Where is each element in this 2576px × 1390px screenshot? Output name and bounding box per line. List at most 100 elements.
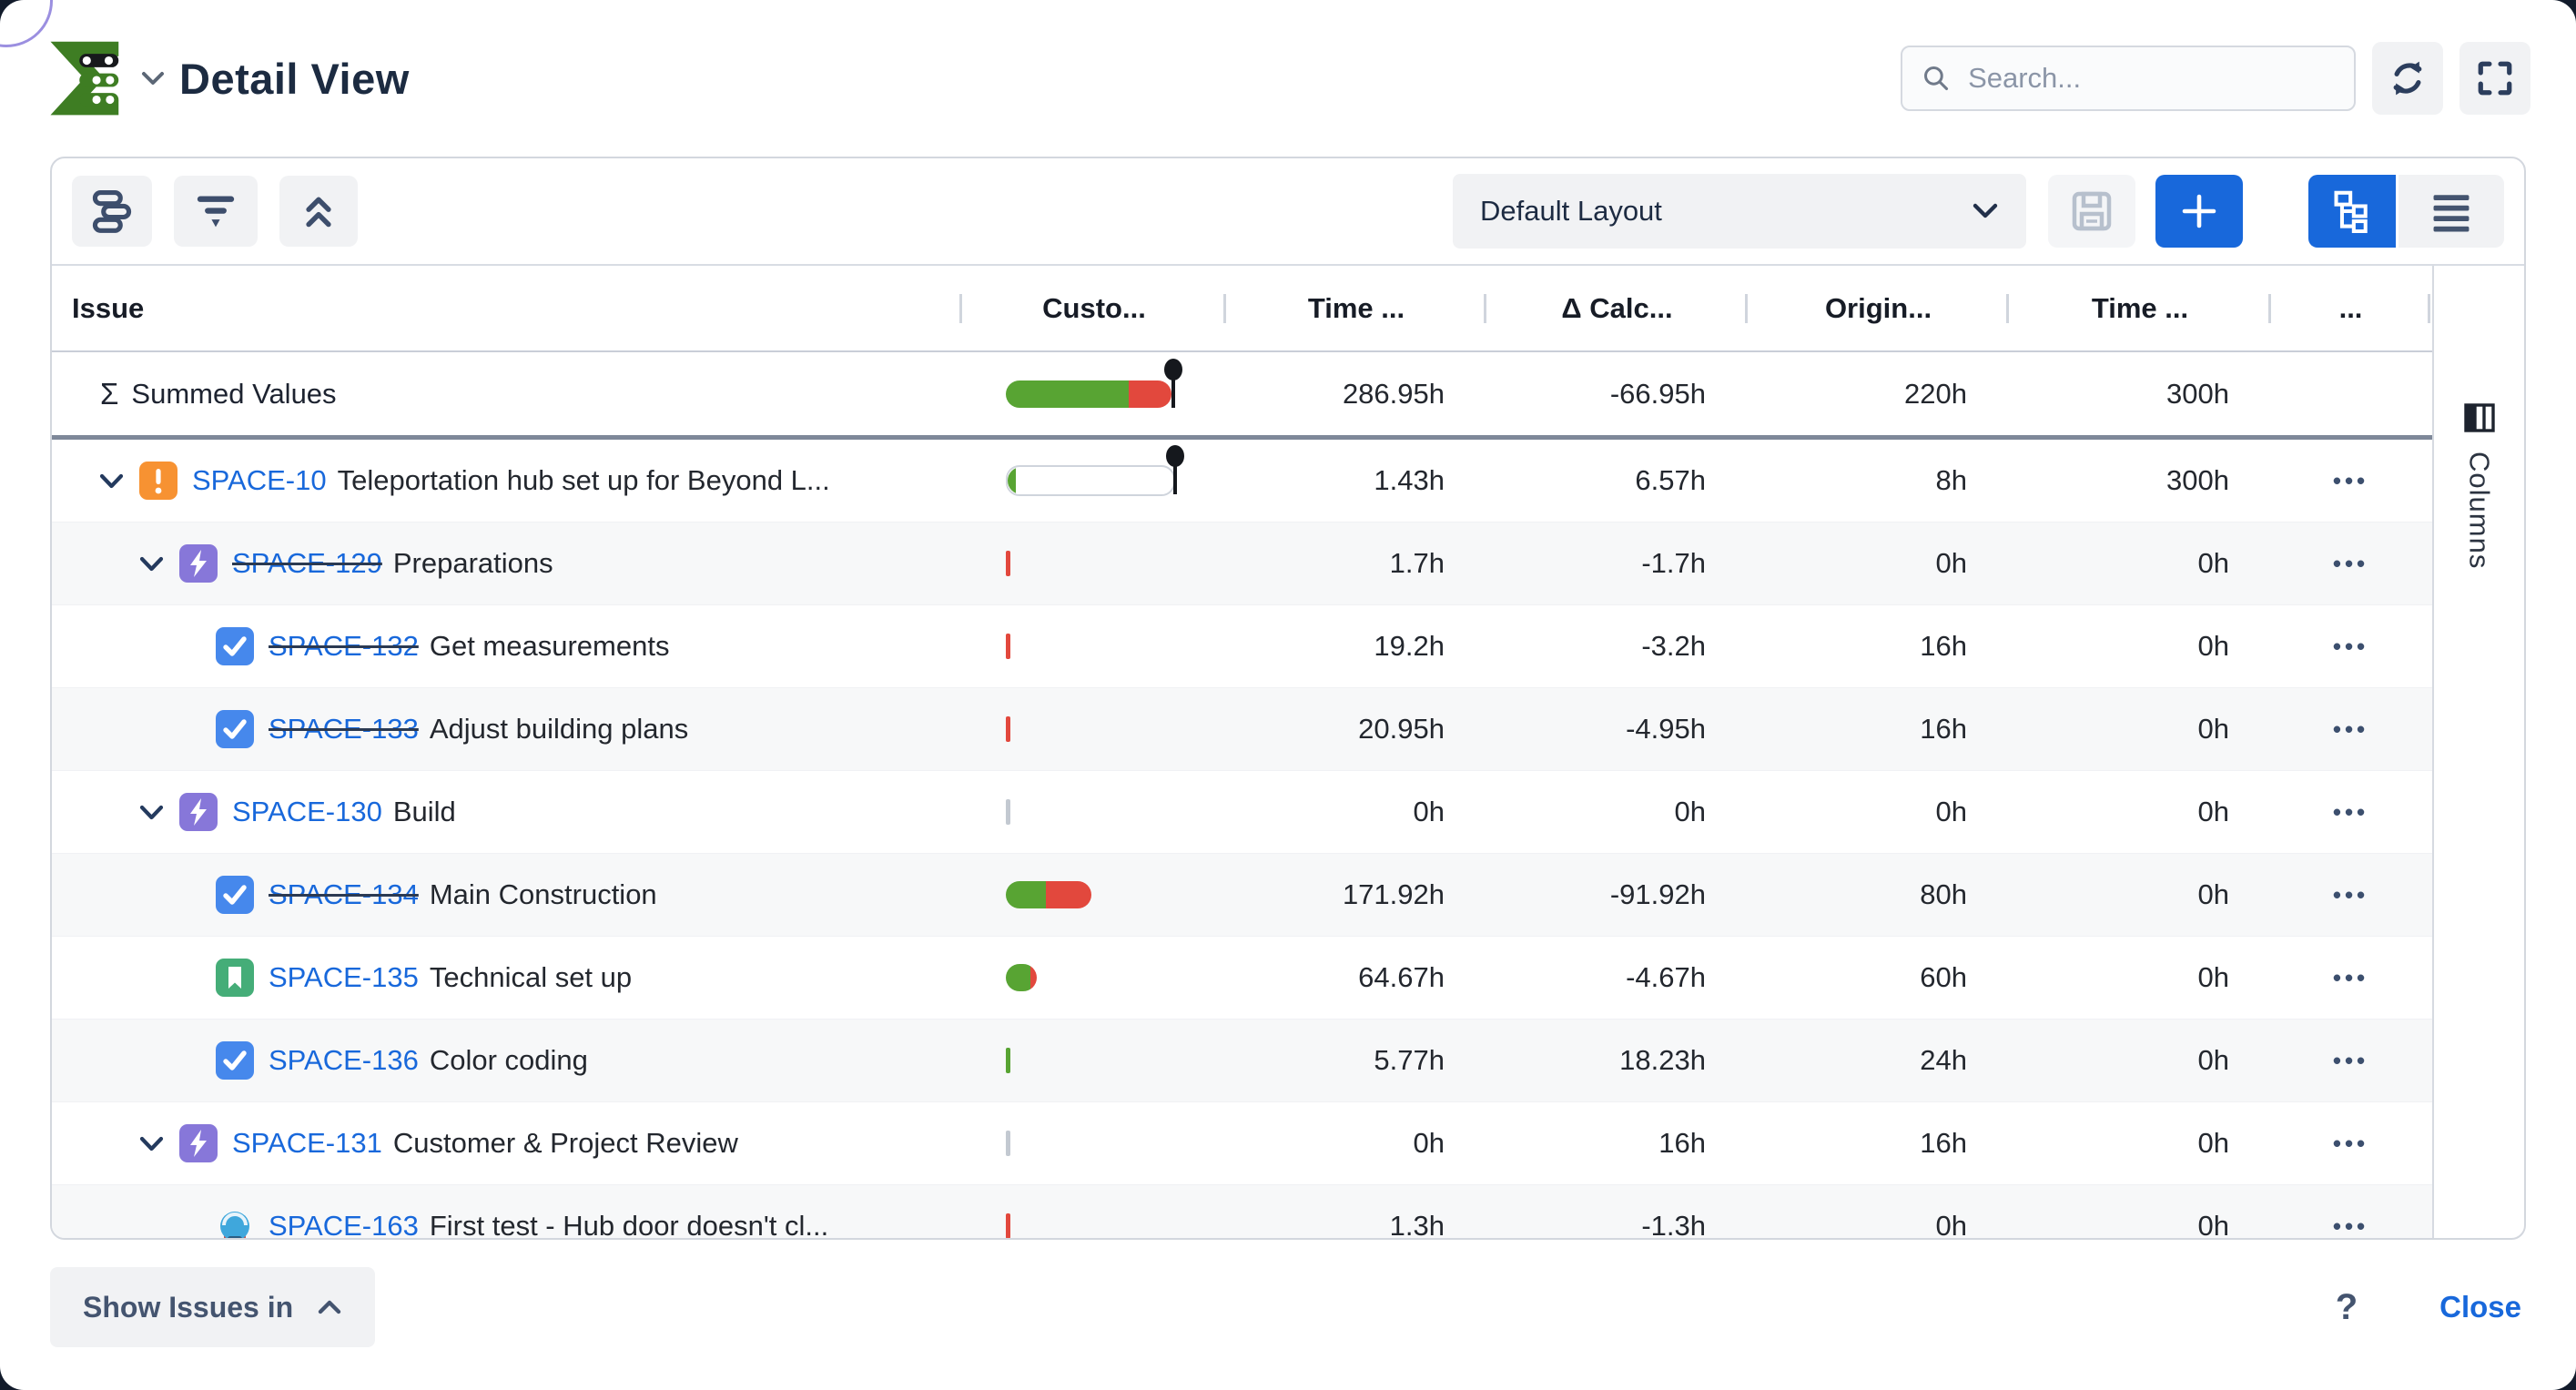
issue-key-link[interactable]: SPACE-132 <box>269 630 419 662</box>
table-row[interactable]: SPACE-133 Adjust building plans 20.95h -… <box>52 688 2432 771</box>
delta-calc-value: -4.95h <box>1626 713 1706 745</box>
progress-bar <box>1006 964 1037 991</box>
row-expand-chevron-down-icon[interactable] <box>139 1135 179 1152</box>
show-issues-in-button[interactable]: Show Issues in <box>50 1267 376 1347</box>
issue-summary: Main Construction <box>429 878 657 910</box>
row-actions-menu[interactable]: ••• <box>2271 1102 2430 1184</box>
search-input[interactable] <box>1966 61 2334 96</box>
sigma-symbol: Σ <box>100 376 119 411</box>
table-row[interactable]: SPACE-136 Color coding 5.77h 18.23h 24h … <box>52 1020 2432 1102</box>
row-menu-dots[interactable]: ••• <box>2332 632 2369 660</box>
original-estimate-value: 24h <box>1920 1044 1967 1076</box>
row-actions-menu[interactable]: ••• <box>2271 1020 2430 1101</box>
table-row[interactable]: SPACE-10 Teleportation hub set up for Be… <box>52 440 2432 523</box>
progress-bar <box>1006 881 1091 908</box>
progress-bar <box>1006 360 1175 408</box>
check-issue-type-icon <box>216 1041 254 1080</box>
close-button[interactable]: Close <box>2439 1290 2521 1324</box>
issues-table: Issue Custo... Time ... Δ Calc... Origin… <box>52 266 2432 1238</box>
summed-delta-calc: -66.95h <box>1609 377 1706 410</box>
table-row[interactable]: SPACE-129 Preparations 1.7h -1.7h 0h 0h … <box>52 523 2432 605</box>
custom-progress-cell <box>962 1020 1226 1101</box>
row-actions-menu[interactable]: ••• <box>2271 937 2430 1019</box>
refresh-icon <box>2393 61 2422 96</box>
filter-button[interactable] <box>174 176 258 247</box>
progress-tick <box>1006 716 1010 742</box>
check-issue-type-icon <box>216 876 254 914</box>
row-actions-menu[interactable]: ••• <box>2271 1185 2430 1239</box>
view-switcher-chevron-down-icon[interactable] <box>141 70 165 86</box>
row-menu-dots[interactable]: ••• <box>2332 1212 2369 1239</box>
row-expand-chevron-down-icon[interactable] <box>139 804 179 821</box>
collapse-all-button[interactable] <box>279 176 358 247</box>
issue-key-link[interactable]: SPACE-131 <box>232 1127 382 1159</box>
row-menu-dots[interactable]: ••• <box>2332 1129 2369 1157</box>
column-header-delta-calc[interactable]: Δ Calc... <box>1486 292 1748 325</box>
show-issues-in-label: Show Issues in <box>83 1290 294 1324</box>
issue-key-link[interactable]: SPACE-135 <box>269 961 419 993</box>
issue-key-link[interactable]: SPACE-163 <box>269 1210 419 1238</box>
issue-key-link[interactable]: SPACE-136 <box>269 1044 419 1076</box>
issue-summary: Teleportation hub set up for Beyond L... <box>337 464 830 496</box>
progress-tick <box>1006 799 1010 825</box>
row-expand-chevron-down-icon[interactable] <box>139 555 179 573</box>
row-actions-menu[interactable]: ••• <box>2271 688 2430 770</box>
issue-key-link[interactable]: SPACE-129 <box>232 547 382 579</box>
save-icon <box>2072 191 2112 231</box>
column-header-more[interactable]: ... <box>2271 292 2430 325</box>
refresh-button[interactable] <box>2372 42 2443 115</box>
row-menu-dots[interactable]: ••• <box>2332 797 2369 826</box>
table-row[interactable]: SPACE-130 Build 0h 0h 0h 0h ••• <box>52 771 2432 854</box>
fullscreen-button[interactable] <box>2459 42 2530 115</box>
column-header-issue[interactable]: Issue <box>52 292 962 325</box>
check-issue-type-icon <box>216 710 254 748</box>
table-row[interactable]: SPACE-134 Main Construction 171.92h -91.… <box>52 854 2432 937</box>
columns-sidebar-toggle[interactable]: Columns <box>2432 266 2524 1238</box>
original-estimate-value: 8h <box>1935 464 1967 496</box>
row-menu-dots[interactable]: ••• <box>2332 963 2369 991</box>
row-actions-menu[interactable]: ••• <box>2271 440 2430 522</box>
time-spent-value: 1.7h <box>1389 547 1445 579</box>
column-header-original[interactable]: Origin... <box>1748 292 2009 325</box>
column-header-time-alt[interactable]: Time ... <box>2009 292 2271 325</box>
column-header-custom[interactable]: Custo... <box>962 292 1226 325</box>
time-alt-value: 0h <box>2197 1210 2229 1238</box>
delta-calc-value: 18.23h <box>1619 1044 1706 1076</box>
custom-progress-cell <box>962 937 1226 1019</box>
column-header-time-spent[interactable]: Time ... <box>1226 292 1486 325</box>
check-issue-type-icon <box>216 627 254 665</box>
issue-key-link[interactable]: SPACE-10 <box>192 464 327 496</box>
time-alt-value: 0h <box>2197 961 2229 993</box>
list-view-button[interactable] <box>2399 175 2504 248</box>
row-menu-dots[interactable]: ••• <box>2332 466 2369 494</box>
table-row[interactable]: SPACE-135 Technical set up 64.67h -4.67h… <box>52 937 2432 1020</box>
hierarchy-view-button[interactable] <box>2308 175 2396 248</box>
table-row[interactable]: SPACE-131 Customer & Project Review 0h 1… <box>52 1102 2432 1185</box>
search-box[interactable] <box>1901 46 2356 111</box>
time-spent-value: 19.2h <box>1374 630 1445 662</box>
custom-progress-cell <box>962 1185 1226 1238</box>
row-actions-menu[interactable]: ••• <box>2271 605 2430 687</box>
issue-key-link[interactable]: SPACE-134 <box>269 878 419 910</box>
row-menu-dots[interactable]: ••• <box>2332 715 2369 743</box>
add-button[interactable] <box>2155 175 2243 248</box>
row-expand-chevron-down-icon[interactable] <box>99 472 139 490</box>
row-actions-menu[interactable]: ••• <box>2271 523 2430 604</box>
table-row[interactable]: SPACE-163 First test - Hub door doesn't … <box>52 1185 2432 1238</box>
table-row[interactable]: SPACE-132 Get measurements 19.2h -3.2h 1… <box>52 605 2432 688</box>
summed-values-label: Summed Values <box>131 377 337 410</box>
row-actions-menu[interactable]: ••• <box>2271 854 2430 936</box>
save-layout-button[interactable] <box>2048 175 2135 248</box>
row-menu-dots[interactable]: ••• <box>2332 549 2369 577</box>
row-menu-dots[interactable]: ••• <box>2332 880 2369 908</box>
row-actions-menu[interactable]: ••• <box>2271 771 2430 853</box>
row-menu-dots[interactable]: ••• <box>2332 1046 2369 1074</box>
help-button[interactable]: ? <box>2335 1286 2358 1327</box>
issue-key-link[interactable]: SPACE-133 <box>269 713 419 745</box>
group-by-button[interactable] <box>72 176 152 247</box>
original-estimate-value: 0h <box>1935 547 1967 579</box>
layout-select[interactable]: Default Layout <box>1453 174 2026 249</box>
delta-calc-value: -1.3h <box>1641 1210 1706 1238</box>
issue-key-link[interactable]: SPACE-130 <box>232 796 382 827</box>
